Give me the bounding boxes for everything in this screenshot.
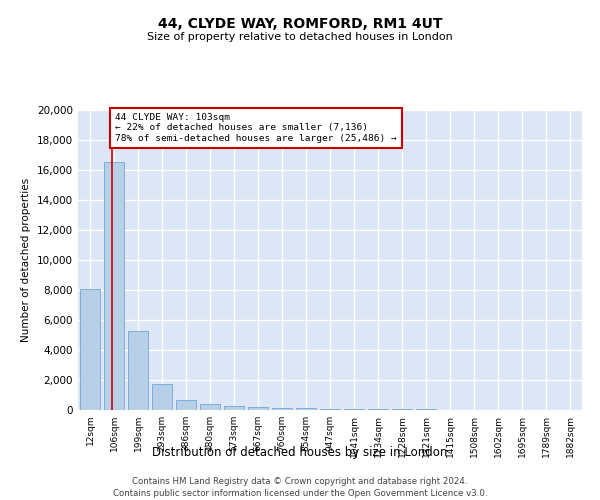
Bar	[320, 408, 340, 410]
Text: Size of property relative to detached houses in London: Size of property relative to detached ho…	[147, 32, 453, 42]
Bar	[152, 384, 172, 410]
Bar	[80, 288, 100, 410]
Bar	[368, 409, 388, 410]
Bar	[104, 162, 124, 410]
Bar	[200, 404, 220, 410]
Text: 44 CLYDE WAY: 103sqm
← 22% of detached houses are smaller (7,136)
78% of semi-de: 44 CLYDE WAY: 103sqm ← 22% of detached h…	[115, 113, 397, 143]
Text: 44, CLYDE WAY, ROMFORD, RM1 4UT: 44, CLYDE WAY, ROMFORD, RM1 4UT	[158, 18, 442, 32]
Bar	[248, 407, 268, 410]
Bar	[176, 400, 196, 410]
Y-axis label: Number of detached properties: Number of detached properties	[22, 178, 31, 342]
Bar	[224, 406, 244, 410]
Bar	[128, 330, 148, 410]
Text: Contains public sector information licensed under the Open Government Licence v3: Contains public sector information licen…	[113, 490, 487, 498]
Bar	[296, 408, 316, 410]
Bar	[344, 409, 364, 410]
Text: Contains HM Land Registry data © Crown copyright and database right 2024.: Contains HM Land Registry data © Crown c…	[132, 476, 468, 486]
Text: Distribution of detached houses by size in London: Distribution of detached houses by size …	[152, 446, 448, 459]
Bar	[272, 408, 292, 410]
